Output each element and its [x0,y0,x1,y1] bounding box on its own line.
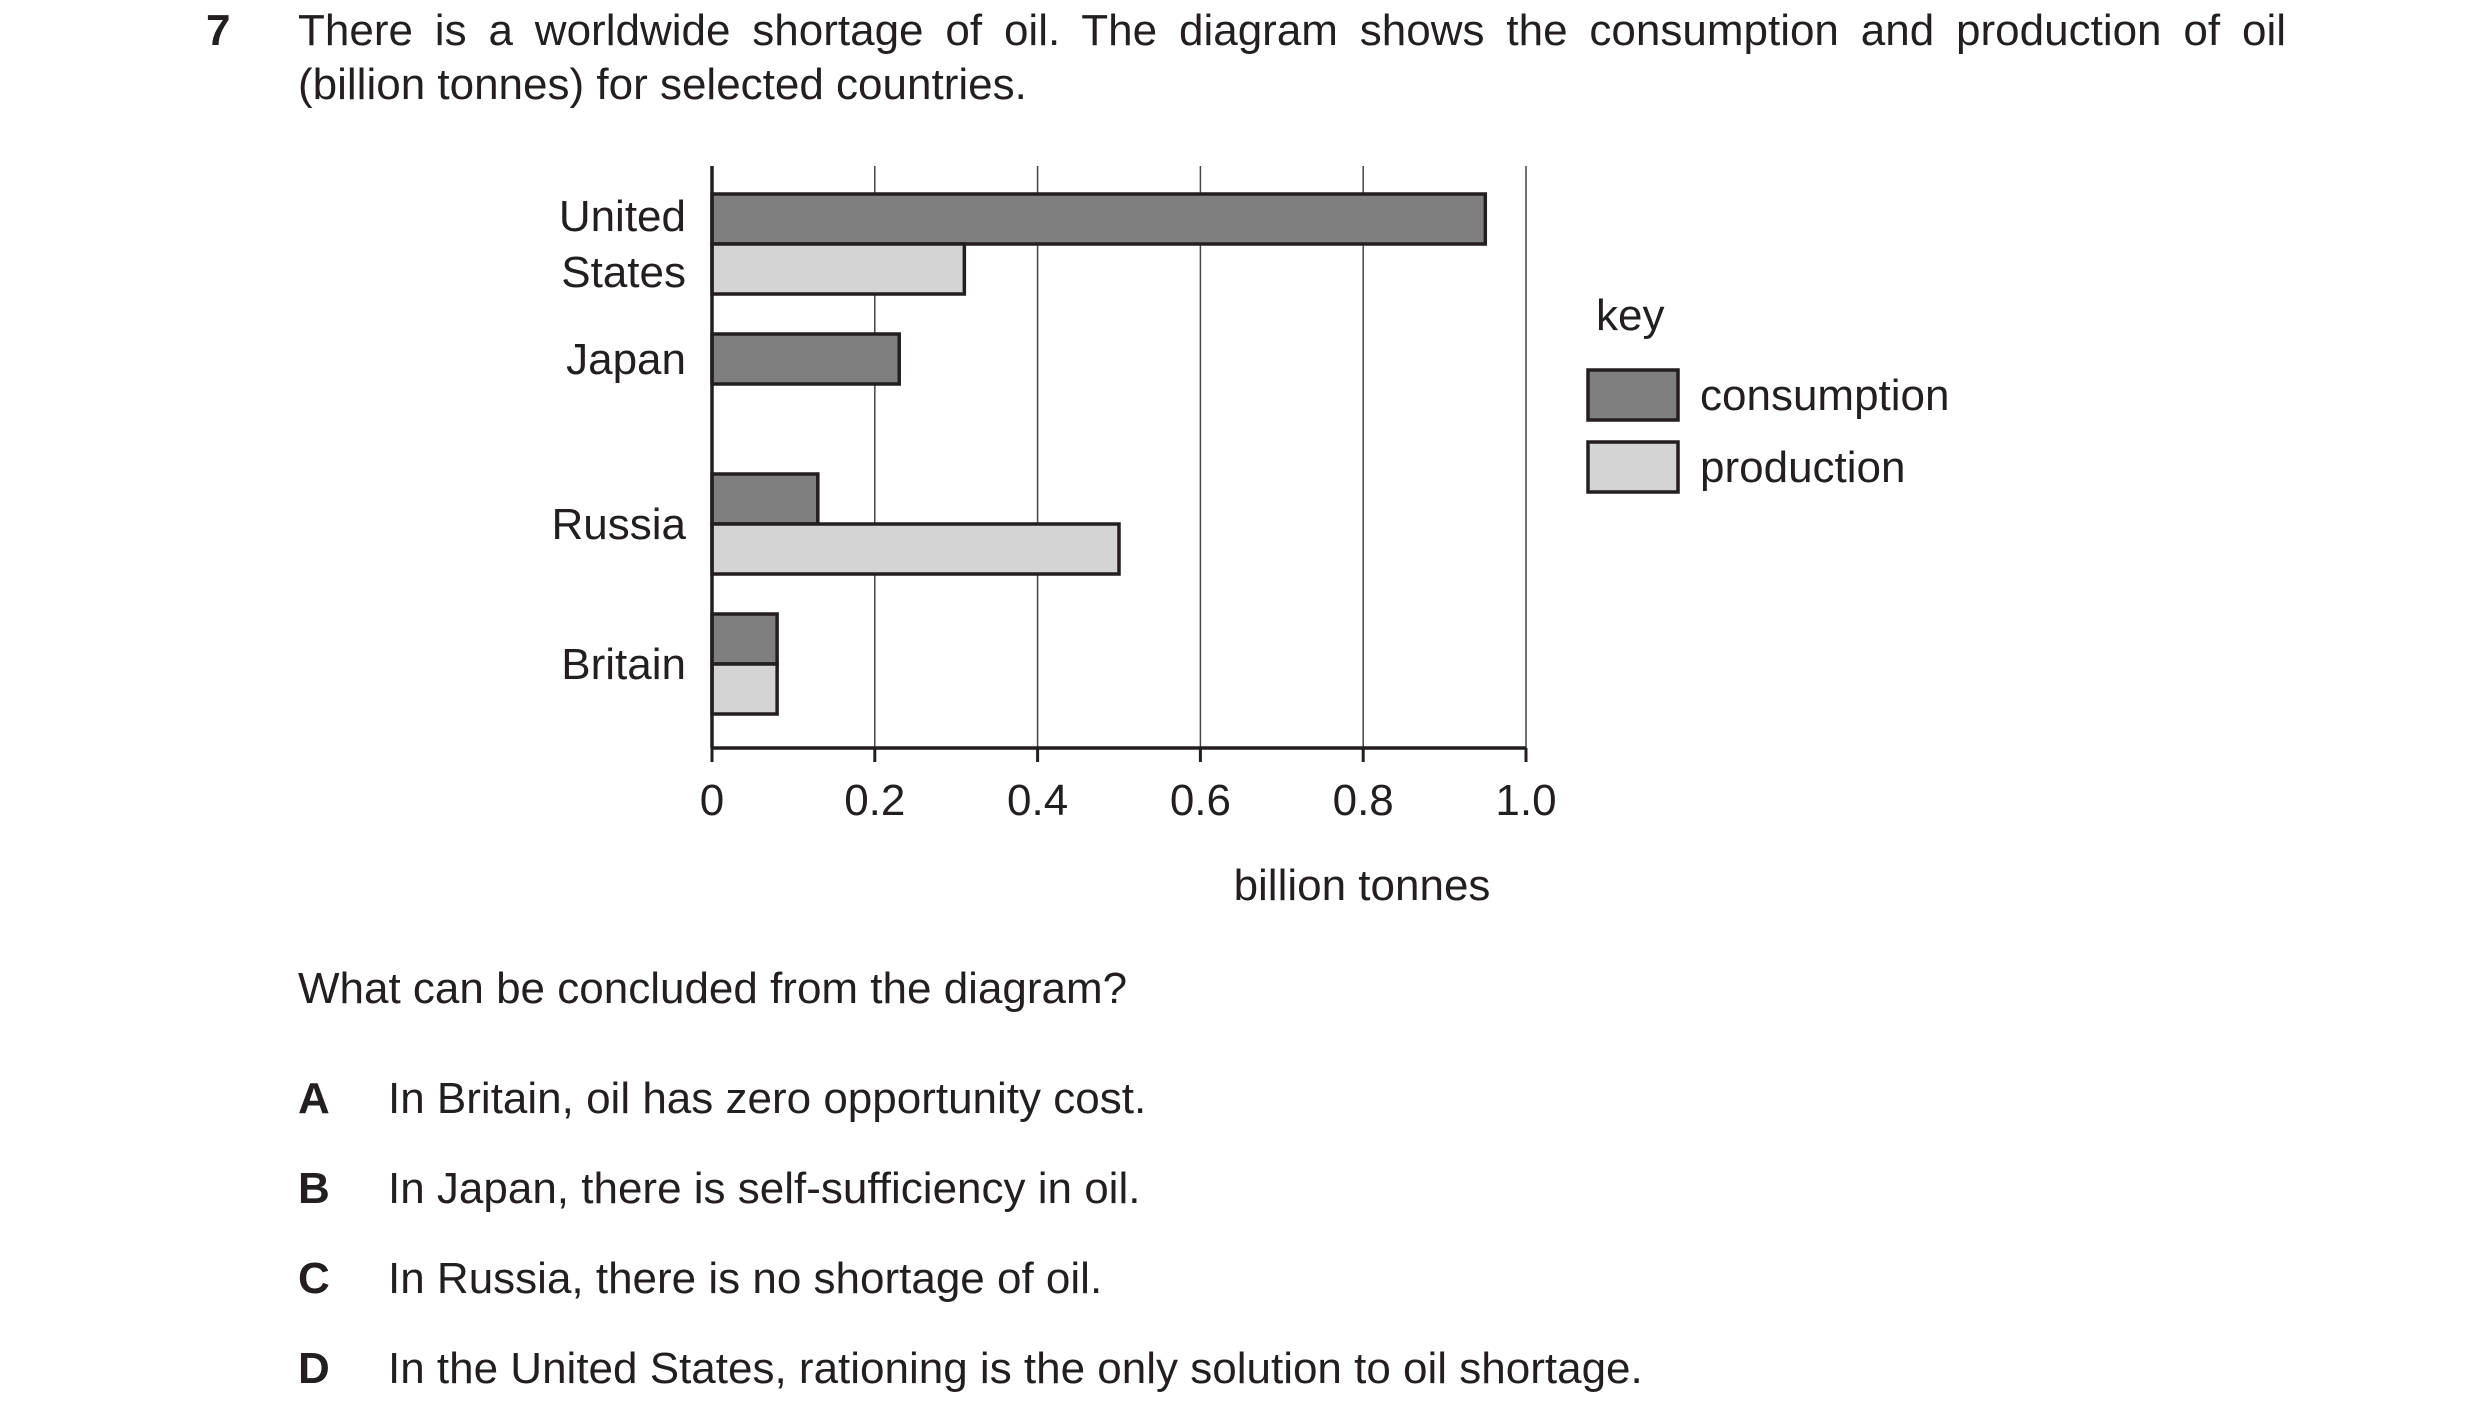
bar-consumption [710,192,1488,246]
question-stem-line-1: There is a worldwide shortage of oil. Th… [298,6,2286,55]
bar-consumption [710,332,901,386]
category-label: States [561,248,686,297]
category-label: Japan [566,335,686,384]
chart-tick-labels: 0 0.2 0.4 0.6 0.8 1.0 [700,776,1557,825]
chart-gridlines [874,166,1527,748]
x-axis-label: billion tonnes [1234,861,1491,910]
legend-swatch-consumption [1586,368,1680,422]
x-tick-label: 0.6 [1170,776,1231,825]
x-tick-label: 0.8 [1333,776,1394,825]
option-text: In Britain, oil has zero opportunity cos… [388,1074,1147,1123]
legend-swatch-production [1586,440,1680,494]
option-text: In Japan, there is self-sufficiency in o… [388,1164,1141,1213]
bar-production [710,662,779,716]
chart-category-labels: United States Japan Russia Britain [552,192,687,689]
x-tick-label: 0 [700,776,724,825]
bar-production [710,522,1121,576]
bar-consumption [710,472,820,526]
bar-production [710,242,967,296]
legend-label-production: production [1700,443,1905,492]
option-letter: A [298,1074,330,1123]
chart-legend: key consumption production [1586,291,1949,494]
x-tick-label: 0.2 [844,776,905,825]
option-letter: D [298,1344,330,1393]
category-label: Russia [552,500,687,549]
option-text: In Russia, there is no shortage of oil. [388,1254,1103,1303]
category-label: Britain [561,640,686,689]
question-stem: There is a worldwide shortage of oil. Th… [298,4,2286,112]
category-label: United [559,192,686,241]
x-tick-label: 0.4 [1007,776,1068,825]
legend-title: key [1596,291,1664,340]
question-prompt: What can be concluded from the diagram? [298,964,1128,1013]
option-letter: C [298,1254,330,1303]
oil-bar-chart: 0 0.2 0.4 0.6 0.8 1.0 United States Japan Russia… [552,166,1949,910]
option-text: In the United States, rationing is the o… [388,1344,1643,1393]
x-tick-label: 1.0 [1495,776,1556,825]
chart-bars [710,192,1488,716]
question-stem-line-2: (billion tonnes) for selected countries. [298,60,1027,109]
legend-label-consumption: consumption [1700,371,1949,420]
bar-consumption [710,612,779,666]
chart-axes [710,166,1528,762]
question-number: 7 [206,6,231,55]
option-letter: B [298,1164,330,1213]
